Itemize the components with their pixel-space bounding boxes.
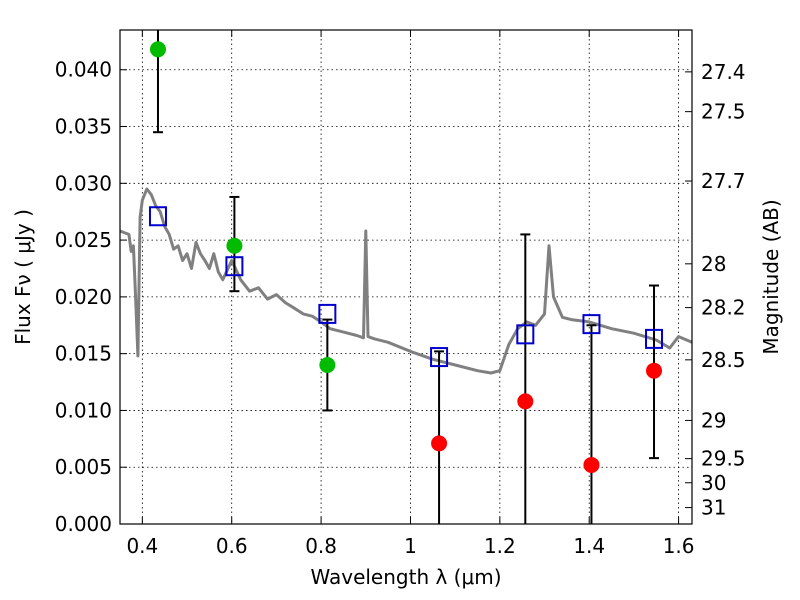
y2-tick-label: 30 (701, 471, 726, 495)
y2-axis-label: Magnitude (AB) (759, 199, 783, 354)
upper-limit-point (517, 393, 534, 410)
x-tick-label: 1.6 (663, 534, 695, 558)
y2-tick-label: 29 (701, 408, 726, 432)
y2-tick-label: 27.4 (701, 60, 746, 84)
tick-layer: 0.4 0.6 0.8 1 1.2 1.4 1.6 0.000 0.005 0.010 0.015 0… (55, 30, 746, 558)
y-tick-label: 0.005 (55, 455, 112, 479)
y-tick-label: 0.040 (55, 58, 112, 82)
x-tick-label: 1 (404, 534, 417, 558)
y2-tick-label: 31 (701, 496, 726, 520)
y-tick-label: 0.025 (55, 228, 112, 252)
y2-tick-label: 27.7 (701, 169, 746, 193)
model-photometry-square (148, 206, 167, 227)
y-tick-label: 0.000 (55, 512, 112, 536)
grid-lines (120, 30, 692, 525)
model-photometry-square (582, 314, 601, 335)
y2-tick-label: 28 (701, 252, 726, 276)
y-tick-label: 0.035 (55, 115, 112, 139)
upper-limit-point (583, 456, 600, 473)
model-photometry-square (318, 303, 337, 324)
x-tick-label: 1.4 (573, 534, 605, 558)
detection-point (149, 41, 166, 58)
model-photometry-square (430, 347, 449, 368)
y2-tick-label: 29.5 (701, 447, 746, 471)
x-tick-label: 0.4 (126, 534, 158, 558)
detection-point (319, 357, 336, 374)
y-tick-label: 0.030 (55, 171, 112, 195)
x-axis-label: Wavelength λ (μm) (310, 565, 501, 589)
errorbar-layer (152, 30, 660, 524)
y-tick-label: 0.020 (55, 285, 112, 309)
model-spectrum-layer (119, 187, 693, 375)
y-tick-label: 0.010 (55, 398, 112, 422)
y2-tick-label: 27.5 (701, 100, 746, 124)
y2-tick-label: 28.5 (701, 348, 746, 372)
x-tick-label: 0.6 (216, 534, 248, 558)
detection-point (226, 237, 243, 254)
plot-frame (119, 29, 693, 525)
y2-tick-label: 28.2 (701, 296, 746, 320)
upper-limit-point (646, 362, 663, 379)
y-tick-label: 0.015 (55, 342, 112, 366)
y-axis-label: Flux Fν ( μJy ) (11, 209, 35, 345)
model-photometry-square (516, 324, 535, 345)
model-spectrum-line (119, 187, 693, 375)
x-tick-label: 1.2 (484, 534, 516, 558)
marker-layer (148, 41, 664, 473)
x-tick-label: 0.8 (305, 534, 337, 558)
model-photometry-square (645, 328, 664, 349)
upper-limit-point (431, 435, 448, 452)
model-photometry-square (225, 256, 244, 277)
